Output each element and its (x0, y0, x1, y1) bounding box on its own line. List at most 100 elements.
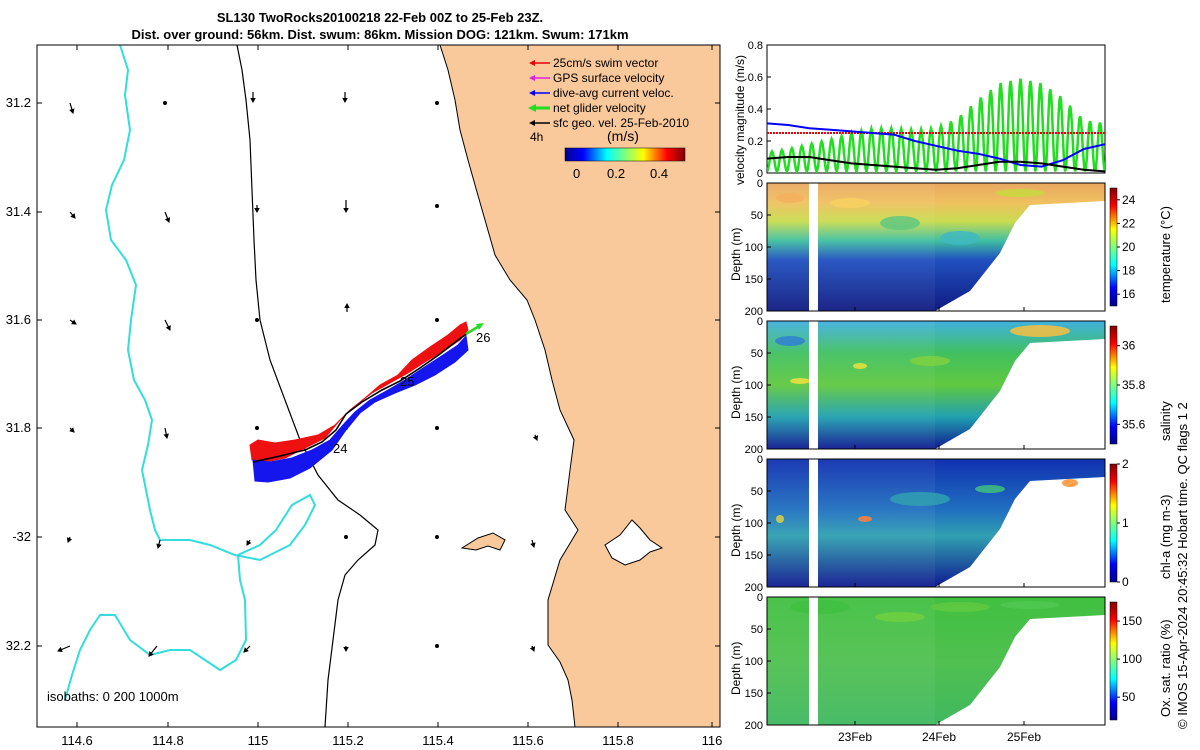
surface-velocity-arrow (344, 302, 350, 312)
legend-units: (m/s) (607, 128, 639, 144)
colorbar-tick-label: 16 (1122, 287, 1136, 301)
section-colorbar-label: Ox. sat. ratio (%) (1158, 619, 1173, 717)
colorbar-tick-label: 22 (1122, 216, 1136, 230)
section-colorbar (1109, 187, 1118, 307)
map-axis-ticks (37, 45, 720, 727)
current-vector-band (252, 334, 469, 483)
map-axis-tick-labels: 114.6 114.8 115 115.2 115.4 115.6 115.8 116 31.2… (6, 95, 723, 748)
svg-text:25cm/s swim vector: 25cm/s swim vector (553, 56, 658, 70)
map-ytick-label: 31.2 (6, 95, 31, 110)
depth-axis-label: Depth (m) (729, 228, 743, 281)
surface-velocity-arrow (435, 535, 439, 539)
data-gap (809, 459, 818, 587)
section-patch (776, 193, 804, 203)
land-mass (439, 45, 720, 727)
depth-tick-label: 100 (745, 518, 763, 530)
surface-velocity-arrow (530, 539, 536, 549)
map-xtick-label: 115.4 (422, 733, 454, 748)
depth-tick-label: 150 (745, 688, 763, 700)
section-patch (1010, 325, 1070, 337)
surface-velocity-arrows (57, 92, 539, 657)
surface-velocity-arrow (342, 92, 348, 104)
section-colorbar-label: temperature (°C) (1158, 206, 1173, 303)
colorbar-tick-label: 20 (1122, 240, 1136, 254)
legend-item-net-glider-velocity: net glider velocity (528, 101, 646, 115)
section-colorbar (1109, 463, 1118, 583)
depth-tick-label: 150 (745, 274, 763, 286)
track-day-label-26: 26 (476, 330, 490, 345)
surface-velocity-arrow (255, 426, 259, 430)
island (460, 532, 506, 551)
velocity-y-ticks: 0 0.2 0.4 0.6 0.8 (748, 40, 771, 180)
map-xtick-label: 115.8 (602, 733, 634, 748)
swim-vector-band (249, 321, 469, 463)
section-patch (1062, 479, 1078, 487)
section-panel-salinity: 0 50 100 150 200 Depth (m) 35.6 35.8 36 salinity (729, 316, 1173, 456)
net-glider-velocity-line (767, 78, 1105, 173)
surface-velocity-arrow (69, 427, 75, 433)
section-patch (910, 356, 950, 366)
section-patch (1000, 601, 1060, 609)
section-colorbar (1109, 601, 1118, 721)
surface-velocity-arrow (69, 102, 75, 114)
section-patch (790, 378, 810, 384)
surface-velocity-arrow (435, 644, 439, 648)
legend-item-dive-avg-current: dive-avg current veloc. (529, 86, 674, 100)
section-data-chl-a (767, 459, 1105, 587)
surface-velocity-arrow (435, 204, 439, 208)
credit-text: © IMOS 15-Apr-2024 20:45:32 Hobart time.… (1175, 402, 1190, 729)
isobaths-label: isobaths: 0 200 1000m (47, 689, 179, 704)
legend-time-label: 4h (530, 130, 543, 144)
section-patch (975, 485, 1005, 493)
section-patch (775, 336, 805, 346)
colorbar-tick-label: 18 (1122, 264, 1136, 278)
depth-tick-label: 200 (745, 582, 763, 594)
svg-text:GPS surface velocity: GPS surface velocity (553, 71, 664, 85)
section-colorbar (1109, 325, 1118, 445)
surface-velocity-arrow (69, 319, 77, 325)
section-colorbar-label: salinity (1158, 401, 1173, 441)
section-patch (930, 602, 990, 612)
legend-item-sfc-geo-velocity: sfc geo. vel. 25-Feb-2010 (529, 116, 689, 130)
legend-item-gps-velocity: GPS surface velocity (529, 71, 664, 85)
surface-velocity-arrow (250, 92, 256, 104)
depth-tick-label: 100 (745, 656, 763, 668)
colorbar-tick-0: 0 (573, 166, 580, 181)
colorbar-tick-label: 36 (1122, 339, 1136, 353)
depth-tick-label: 100 (745, 380, 763, 392)
surface-velocity-arrow (435, 426, 439, 430)
section-data-salinity (767, 321, 1105, 449)
colorbar-tick-label: 2 (1122, 457, 1129, 471)
title-line-2: Dist. over ground: 56km. Dist. swum: 86k… (131, 27, 629, 42)
surface-velocity-arrow (164, 211, 171, 223)
svg-text:dive-avg current veloc.: dive-avg current veloc. (553, 86, 674, 100)
svg-text:net glider velocity: net glider velocity (553, 101, 646, 115)
section-data-temperature (767, 183, 1105, 311)
estuary-inlet (604, 519, 664, 566)
map-xtick-label: 114.8 (152, 733, 184, 748)
velocity-ytick-label: 0.2 (748, 136, 763, 148)
title-line-1: SL130 TwoRocks20100218 22-Feb 00Z to 25-… (216, 10, 544, 25)
colorbar-tick-0.4: 0.4 (650, 166, 668, 181)
surface-velocity-arrow (57, 645, 71, 653)
data-gap (809, 597, 818, 725)
depth-tick-label: 50 (751, 210, 763, 222)
section-patch (940, 231, 980, 245)
map-xtick-label: 115 (248, 733, 269, 748)
isobath-1000m (64, 45, 317, 701)
surface-velocity-arrow (243, 645, 251, 653)
velocity-magnitude-panel: 0 0.2 0.4 0.6 0.8 velocity magnitude (m/s) (733, 40, 1106, 185)
velocity-ytick-label: 0 (757, 168, 763, 180)
surface-velocity-arrow (163, 427, 169, 440)
depth-tick-label: 50 (751, 624, 763, 636)
section-panel-temperature: 0 50 100 150 200 Depth (m) 16 18 20 22 24 temperatu… (729, 178, 1173, 318)
section-panel-chl-a: 0 50 100 150 200 Depth (m) 0 1 2 chl-a (mg m-3) (729, 454, 1173, 594)
legend-item-swim-vector: 25cm/s swim vector (529, 56, 658, 70)
map-ytick-label: -32 (12, 529, 31, 544)
section-patch (776, 515, 784, 523)
velocity-ytick-label: 0.8 (748, 40, 763, 52)
surface-velocity-arrow (344, 535, 348, 539)
surface-velocity-arrow (164, 319, 171, 331)
